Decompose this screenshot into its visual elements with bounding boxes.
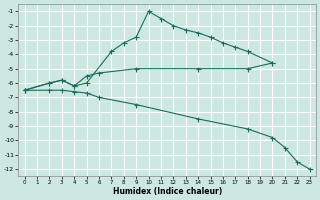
X-axis label: Humidex (Indice chaleur): Humidex (Indice chaleur): [113, 187, 222, 196]
